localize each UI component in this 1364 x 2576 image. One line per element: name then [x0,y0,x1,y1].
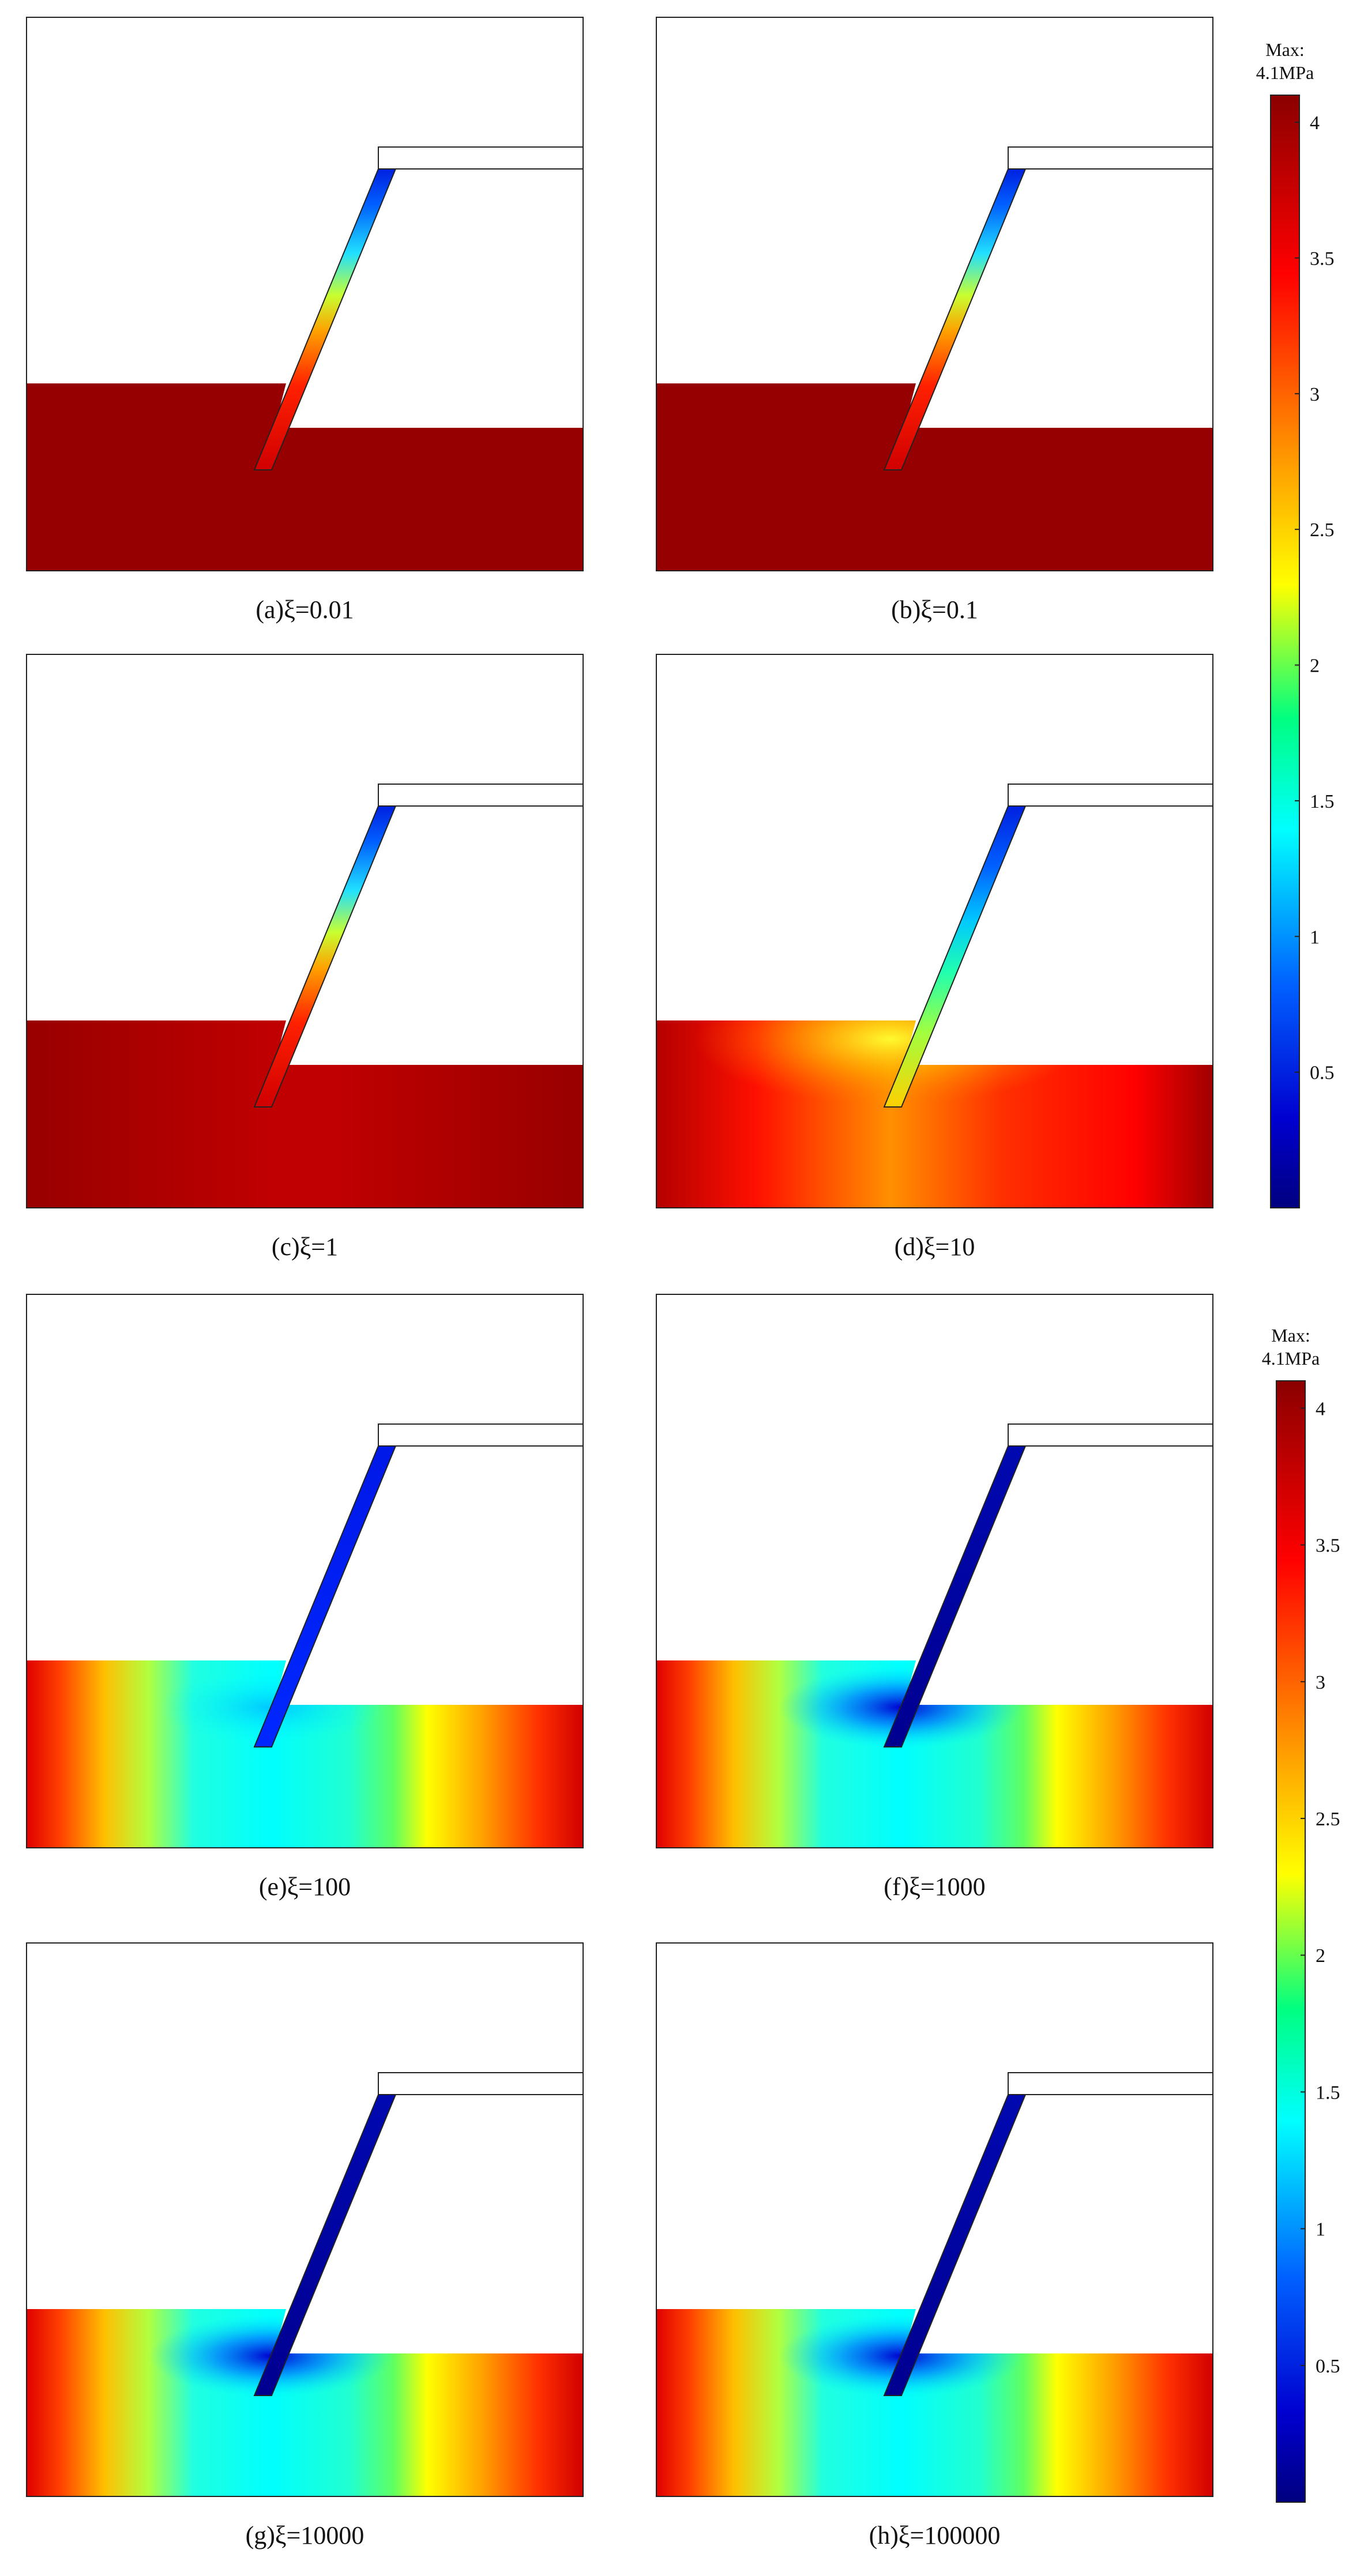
colorbar-tick-label: 1 [1316,2219,1325,2240]
strut-beam [1008,2072,1213,2095]
panel-c: (c)ξ=1 [26,654,584,1261]
soil-dip [27,2309,583,2496]
inclined-wall [253,2094,397,2396]
panel-frame [26,1942,584,2497]
panel-a: (a)ξ=0.01 [26,17,584,624]
panel-caption: (e)ξ=100 [259,1873,351,1901]
strut-beam [1008,146,1213,170]
colorbar-tick-label: 2.5 [1316,1809,1340,1830]
panel-frame [26,1294,584,1848]
strut-beam [378,146,584,170]
colorbar-tick-label: 1.5 [1310,791,1335,812]
colorbar-max-value: 4.1MPa [1256,62,1314,83]
contour-panels: (a)ξ=0.01 (b)ξ=0.1 (c)ξ=1 (d)ξ=10 (e)ξ=100 (f… [26,17,1213,2549]
inclined-wall [253,168,397,470]
panel-g: (g)ξ=10000 [26,1942,584,2549]
colorbar-tick-label: 3 [1316,1672,1325,1693]
panel-d: (d)ξ=10 [656,654,1213,1261]
panel-h: (h)ξ=100000 [656,1942,1213,2549]
panel-frame [26,17,584,571]
colorbars: Max:4.1MPa43.532.521.510.5Max:4.1MPa43.5… [1256,39,1340,2503]
inclined-wall [883,805,1027,1108]
panel-caption: (h)ξ=100000 [869,2521,1001,2549]
soil-dip [656,1660,1213,1848]
colorbar-tick-label: 1 [1310,927,1320,948]
colorbar-tick-label: 1.5 [1316,2082,1340,2103]
panel-caption: (a)ξ=0.01 [255,596,354,624]
panel-frame [26,654,584,1208]
inclined-wall [883,2094,1027,2396]
panel-e: (e)ξ=100 [26,1294,584,1901]
colorbar-tick-label: 3.5 [1310,248,1335,269]
colorbar-1: Max:4.1MPa 4 3.5 3 2.5 2 1.5 1 0.5 [1256,39,1335,1208]
colorbar-tick-label: 3 [1310,384,1320,405]
soil-region [27,383,583,571]
inclined-wall [883,1445,1027,1748]
strut-beam [378,2072,584,2095]
soil-region [656,383,1213,571]
panel-f: (f)ξ=1000 [656,1294,1213,1901]
strut-beam [378,1423,584,1447]
colorbar-2: Max:4.1MPa 4 3.5 3 2.5 2 1.5 1 0.5 [1262,1325,1340,2503]
colorbar-max-value: 4.1MPa [1262,1348,1320,1369]
colorbar-tick-label: 0.5 [1310,1063,1335,1084]
colorbar-gradient [1270,95,1300,1208]
colorbar-tick-label: 2.5 [1310,519,1335,541]
colorbar-tick-label: 0.5 [1316,2356,1340,2377]
panel-b: (b)ξ=0.1 [656,17,1213,624]
panel-caption: (b)ξ=0.1 [891,596,978,624]
panel-caption: (c)ξ=1 [272,1233,338,1261]
soil-dip [656,2309,1213,2496]
colorbar-tick-label: 2 [1316,1945,1325,1967]
panel-caption: (g)ξ=10000 [246,2521,365,2549]
panel-frame [656,1942,1213,2497]
soil-glow [656,1020,1213,1208]
colorbar-gradient [1276,1380,1306,2503]
strut-beam [1008,1423,1213,1447]
inclined-wall [253,805,397,1108]
soil-region [27,1020,583,1208]
colorbar-tick-label: 4 [1316,1398,1325,1419]
colorbar-tick-label: 2 [1310,656,1320,677]
colorbar-tick-label: 3.5 [1316,1535,1340,1557]
panel-caption: (d)ξ=10 [895,1233,975,1261]
colorbar-tick-label: 4 [1310,112,1320,134]
panel-caption: (f)ξ=1000 [884,1873,985,1901]
strut-beam [1008,784,1213,807]
panel-frame [656,17,1213,571]
panel-frame [656,1294,1213,1848]
soil-dip [27,1660,583,1848]
colorbar-max-label: Max: [1271,1325,1310,1346]
inclined-wall [883,168,1027,470]
colorbar-max-label: Max: [1265,39,1305,60]
panel-frame [656,654,1213,1208]
strut-beam [378,784,584,807]
inclined-wall [253,1445,397,1748]
